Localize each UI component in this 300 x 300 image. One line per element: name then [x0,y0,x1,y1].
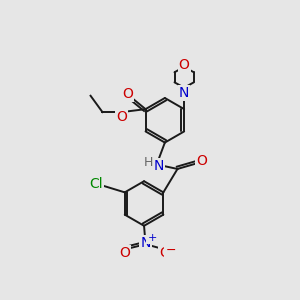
Text: Cl: Cl [89,177,103,191]
Text: O: O [116,110,127,124]
Text: N: N [140,236,151,250]
Text: H: H [144,156,153,169]
Text: +: + [147,233,157,243]
Text: O: O [122,87,133,101]
Text: O: O [196,154,207,168]
Text: −: − [166,244,176,257]
Text: O: O [159,246,170,260]
Text: O: O [119,246,130,260]
Text: N: N [154,159,164,173]
Text: O: O [179,58,190,72]
Text: N: N [179,86,189,100]
